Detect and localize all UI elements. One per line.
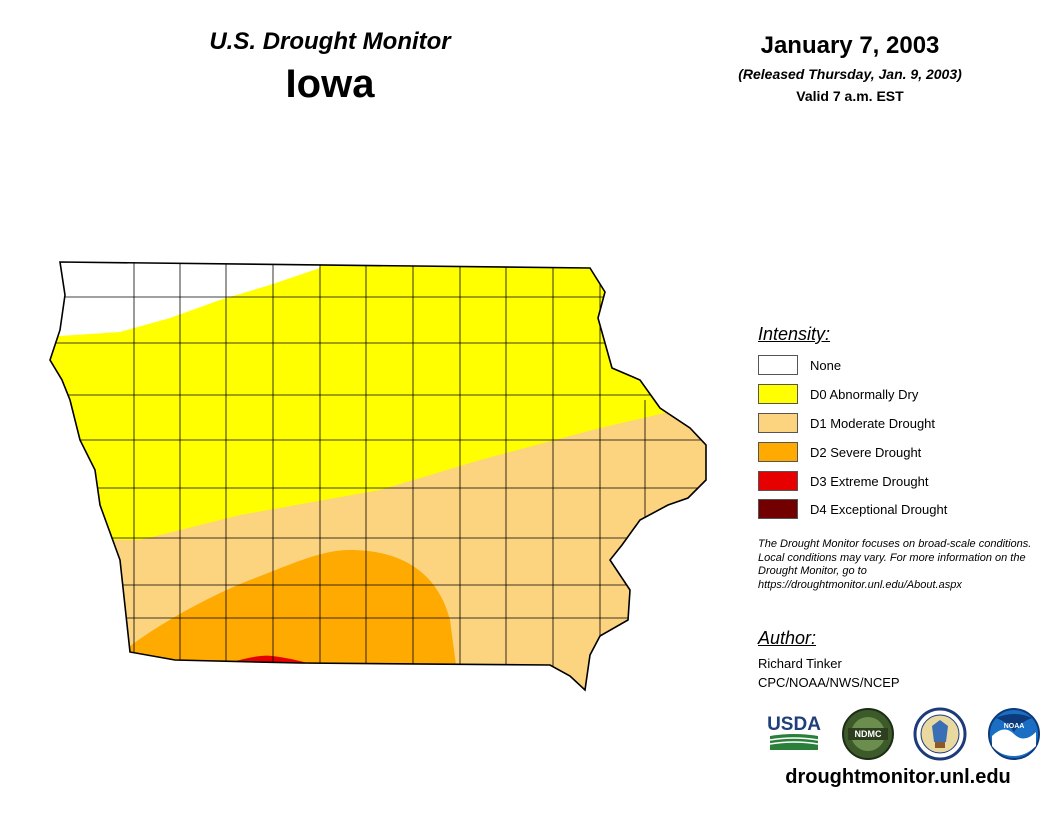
noaa-logo-icon: NOAA bbox=[988, 708, 1040, 760]
state-name: Iowa bbox=[285, 62, 375, 106]
iowa-drought-map bbox=[49, 261, 707, 692]
legend-swatch-d0 bbox=[758, 384, 798, 404]
map-date: January 7, 2003 bbox=[760, 32, 940, 59]
release-date: (Released Thursday, Jan. 9, 2003) bbox=[738, 66, 962, 82]
legend-swatch-d2 bbox=[758, 442, 798, 462]
disclaimer-note: The Drought Monitor focuses on broad-sca… bbox=[758, 538, 1032, 591]
usda-logo-icon: USDA bbox=[767, 714, 821, 750]
legend-label: D3 Extreme Drought bbox=[810, 473, 929, 489]
author-heading: Author: bbox=[758, 628, 817, 648]
commerce-seal-icon bbox=[913, 707, 967, 761]
noaa-logo-text: NOAA bbox=[1004, 723, 1025, 730]
legend-label: D4 Exceptional Drought bbox=[810, 501, 948, 517]
ndmc-logo-icon: NDMC bbox=[842, 708, 894, 760]
county-lines bbox=[50, 262, 706, 680]
legend-item-d2: D2 Severe Drought bbox=[758, 441, 921, 463]
legend-swatch-d1 bbox=[758, 413, 798, 433]
legend-label: D0 Abnormally Dry bbox=[810, 386, 919, 402]
legend-swatch-d4 bbox=[758, 499, 798, 519]
website-link[interactable]: droughtmonitor.unl.edu bbox=[785, 766, 1011, 788]
author-org: CPC/NOAA/NWS/NCEP bbox=[758, 675, 900, 690]
author-name: Richard Tinker bbox=[758, 656, 842, 671]
legend-label: D1 Moderate Drought bbox=[810, 415, 936, 431]
legend-label: D2 Severe Drought bbox=[810, 444, 922, 460]
map-title: U.S. Drought Monitor bbox=[209, 28, 451, 55]
iowa-outline bbox=[49, 261, 707, 692]
legend-label: None bbox=[810, 357, 842, 373]
legend-item-d0: D0 Abnormally Dry bbox=[758, 383, 918, 405]
legend-item-d1: D1 Moderate Drought bbox=[758, 412, 935, 434]
legend-heading: Intensity: bbox=[758, 324, 831, 344]
legend-item-d3: D3 Extreme Drought bbox=[758, 470, 929, 492]
d0-region bbox=[50, 262, 706, 540]
legend-swatch-none bbox=[758, 355, 798, 375]
d2-region bbox=[120, 550, 458, 680]
valid-time: Valid 7 a.m. EST bbox=[796, 88, 904, 104]
usda-logo-text: USDA bbox=[767, 714, 821, 735]
legend-item-d4: D4 Exceptional Drought bbox=[758, 498, 947, 520]
legend-item-none: None bbox=[758, 354, 841, 376]
legend-swatch-d3 bbox=[758, 471, 798, 491]
ndmc-logo-text: NDMC bbox=[855, 729, 882, 739]
